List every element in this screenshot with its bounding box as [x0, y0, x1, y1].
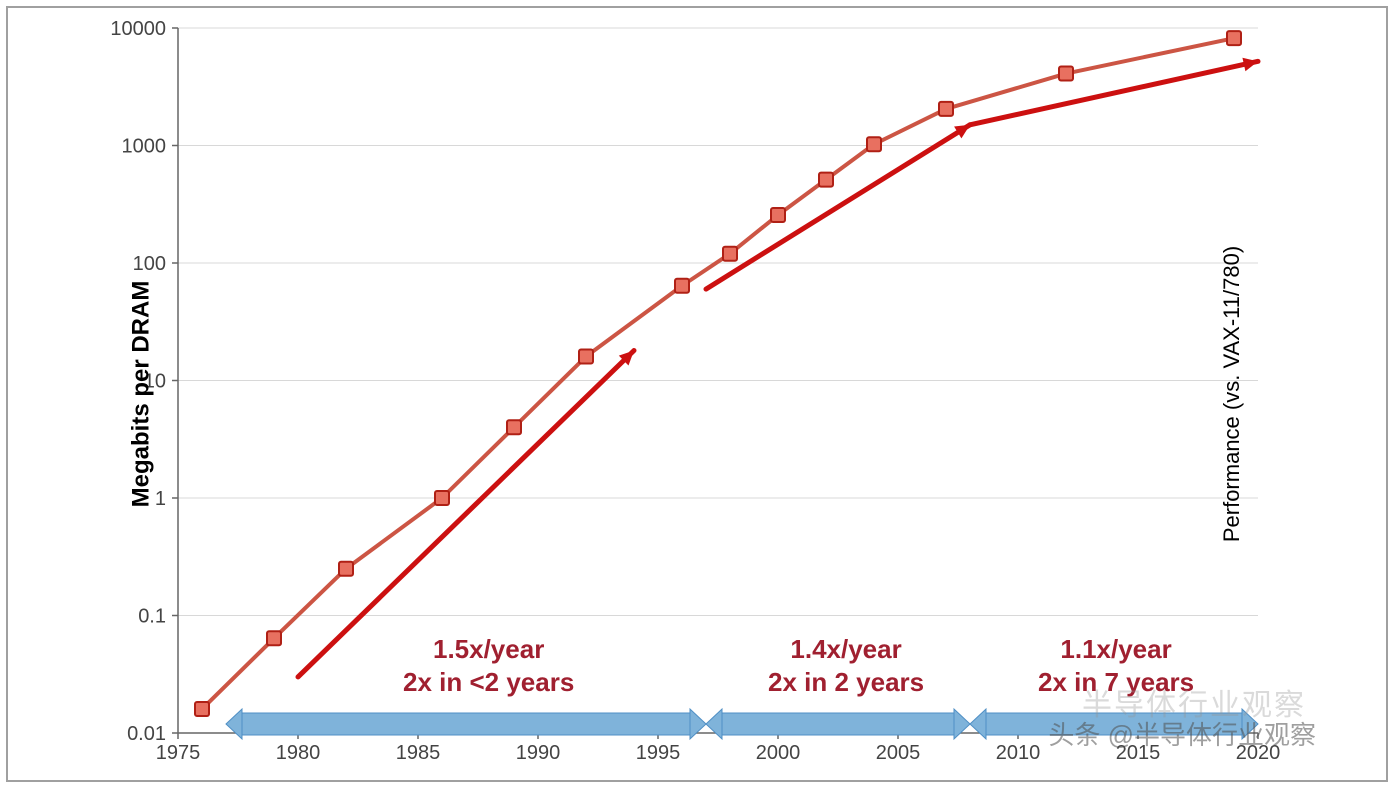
rate-label-era2: 1.4x/year 2x in 2 years: [768, 633, 924, 698]
svg-text:1975: 1975: [156, 742, 201, 764]
svg-text:1990: 1990: [516, 742, 561, 764]
rate1-line2: 2x in <2 years: [403, 667, 574, 697]
svg-text:0.1: 0.1: [138, 606, 166, 628]
svg-text:100: 100: [133, 253, 166, 275]
svg-text:1000: 1000: [122, 136, 167, 158]
rate2-line2: 2x in 2 years: [768, 667, 924, 697]
rate1-line1: 1.5x/year: [433, 634, 544, 664]
svg-text:2010: 2010: [996, 742, 1041, 764]
chart-frame: Megabits per DRAM Performance (vs. VAX-1…: [6, 6, 1388, 782]
svg-text:1980: 1980: [276, 742, 321, 764]
svg-text:10000: 10000: [110, 18, 166, 40]
svg-text:1: 1: [155, 488, 166, 510]
rate3-line1: 1.1x/year: [1060, 634, 1171, 664]
rate-label-era1: 1.5x/year 2x in <2 years: [403, 633, 574, 698]
watermark-text: 头条 @半导体行业观察: [1048, 715, 1316, 752]
svg-text:2005: 2005: [876, 742, 921, 764]
svg-text:1995: 1995: [636, 742, 681, 764]
y-axis-label-right: Performance (vs. VAX-11/780): [1219, 246, 1245, 542]
y-axis-label-left: Megabits per DRAM: [127, 281, 155, 508]
rate2-line1: 1.4x/year: [790, 634, 901, 664]
svg-text:1985: 1985: [396, 742, 441, 764]
svg-text:2000: 2000: [756, 742, 801, 764]
